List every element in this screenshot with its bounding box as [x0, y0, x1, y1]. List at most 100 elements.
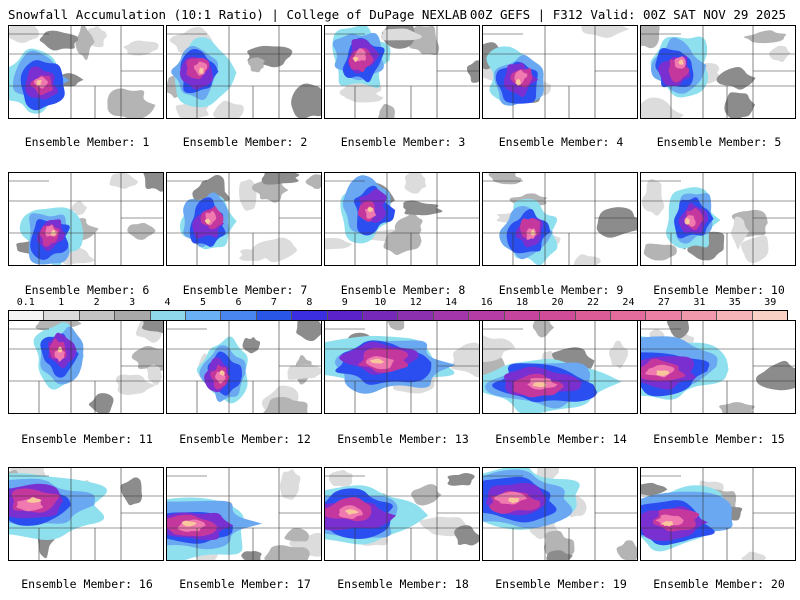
snow-contour-7 — [26, 497, 42, 503]
snowfall-map — [167, 26, 321, 118]
light-snow-area — [115, 374, 156, 395]
light-snow-area — [404, 173, 426, 194]
light-snow-area — [131, 346, 163, 371]
colorbar-tick-label: 16 — [480, 297, 493, 308]
colorbar-segment — [717, 311, 753, 320]
colorbar-tick-label: 5 — [199, 297, 207, 308]
ensemble-member-panel — [482, 172, 638, 266]
snow-contour-6 — [54, 349, 65, 362]
light-snow-area — [641, 26, 660, 49]
ensemble-member-panel — [324, 467, 480, 561]
snowfall-map — [167, 468, 321, 560]
snowfall-map — [167, 321, 321, 413]
ensemble-member-label: Ensemble Member: 20 — [653, 577, 785, 591]
snowfall-map — [325, 173, 479, 265]
colorbar-tick-label: 20 — [551, 297, 564, 308]
snow-contour-7 — [532, 382, 547, 388]
ensemble-member-panel — [8, 467, 164, 561]
snowfall-map — [641, 321, 795, 413]
ensemble-member-label: Ensemble Member: 4 — [498, 135, 624, 149]
light-snow-area — [284, 527, 309, 542]
colorbar-segment — [256, 311, 293, 320]
snow-contour-7 — [508, 497, 520, 504]
colorbar-tick-label: 4 — [164, 297, 171, 308]
snow-contour-7 — [515, 79, 522, 86]
snow-contour-6 — [655, 514, 684, 526]
colorbar-segment — [44, 311, 80, 320]
ensemble-member-panel — [324, 25, 480, 119]
colorbar-tick-label: 18 — [516, 297, 529, 308]
colorbar-segment — [221, 311, 257, 320]
snow-contour-7 — [204, 218, 211, 225]
light-snow-area — [328, 469, 353, 487]
colorbar-segment — [469, 311, 505, 320]
ensemble-member-label: Ensemble Member: 18 — [337, 577, 469, 591]
ensemble-member-label: Ensemble Member: 7 — [182, 283, 308, 297]
snowfall-map — [325, 26, 479, 118]
light-snow-area — [120, 477, 143, 506]
ensemble-member-panel — [8, 25, 164, 119]
light-snow-area — [641, 179, 665, 216]
light-snow-area — [262, 396, 308, 413]
light-snow-area — [252, 237, 298, 263]
colorbar-segment — [115, 311, 151, 320]
snowfall-map — [483, 26, 637, 118]
colorbar-segment — [150, 311, 187, 320]
light-snow-area — [743, 30, 787, 44]
light-snow-area — [325, 237, 352, 250]
ensemble-member-label: Ensemble Member: 15 — [653, 432, 785, 446]
snow-contour-5 — [668, 59, 690, 83]
snow-contour-7 — [656, 370, 669, 376]
light-snow-area — [667, 321, 689, 339]
colorbar-tick-label: 3 — [129, 297, 136, 308]
ensemble-member-label: Ensemble Member: 9 — [498, 283, 624, 297]
ensemble-member-label: Ensemble Member: 3 — [340, 135, 466, 149]
light-snow-area — [109, 173, 139, 189]
snowfall-map — [325, 468, 479, 560]
light-snow-area — [466, 60, 479, 83]
ensemble-member-label: Ensemble Member: 6 — [24, 283, 150, 297]
ensemble-member-panel — [166, 467, 322, 561]
snowfall-map — [641, 468, 795, 560]
light-snow-area — [403, 200, 443, 216]
chart-title: Snowfall Accumulation (10:1 Ratio) | Col… — [8, 7, 468, 22]
ensemble-member-label: Ensemble Member: 5 — [656, 135, 782, 149]
colorbar-tick-label: 9 — [341, 297, 348, 308]
light-snow-area — [291, 83, 321, 118]
ensemble-member-panel — [640, 172, 796, 266]
ensemble-member-label: Ensemble Member: 11 — [21, 432, 153, 446]
ensemble-member-panel — [482, 467, 638, 561]
ensemble-member-panel — [640, 467, 796, 561]
snow-contour-7 — [684, 218, 690, 225]
light-snow-area — [532, 321, 555, 338]
colorbar-tick-label: 24 — [622, 297, 635, 308]
snow-contour-7 — [345, 509, 359, 515]
light-snow-area — [305, 174, 321, 190]
light-snow-area — [450, 342, 479, 378]
light-snow-area — [454, 525, 479, 546]
ensemble-member-panel — [324, 172, 480, 266]
ensemble-member-panel — [482, 320, 638, 414]
colorbar-tick-label: 0.1 — [16, 297, 35, 308]
ensemble-member-panel — [166, 172, 322, 266]
colorbar-tick-label: 10 — [374, 297, 387, 308]
ensemble-member-panel — [640, 25, 796, 119]
colorbar-tick-label: 6 — [235, 297, 242, 308]
light-snow-area — [447, 473, 475, 486]
light-snow-area — [127, 222, 156, 240]
colorbar-segment — [363, 311, 399, 320]
colorbar-tick-label: 39 — [764, 297, 777, 308]
light-snow-area — [147, 364, 162, 386]
light-snow-area — [143, 173, 163, 192]
light-snow-area — [241, 550, 262, 560]
ensemble-member-label: Ensemble Member: 1 — [24, 135, 150, 149]
snowfall-map — [167, 173, 321, 265]
light-snow-area — [261, 173, 300, 185]
light-snow-area — [39, 30, 79, 51]
colorbar-tick-label: 35 — [728, 297, 741, 308]
ensemble-member-label: Ensemble Member: 2 — [182, 135, 308, 149]
colorbar-tick-label: 27 — [657, 297, 670, 308]
snowfall-map — [9, 321, 163, 413]
colorbar-segment — [752, 311, 787, 320]
light-snow-area — [488, 173, 522, 185]
